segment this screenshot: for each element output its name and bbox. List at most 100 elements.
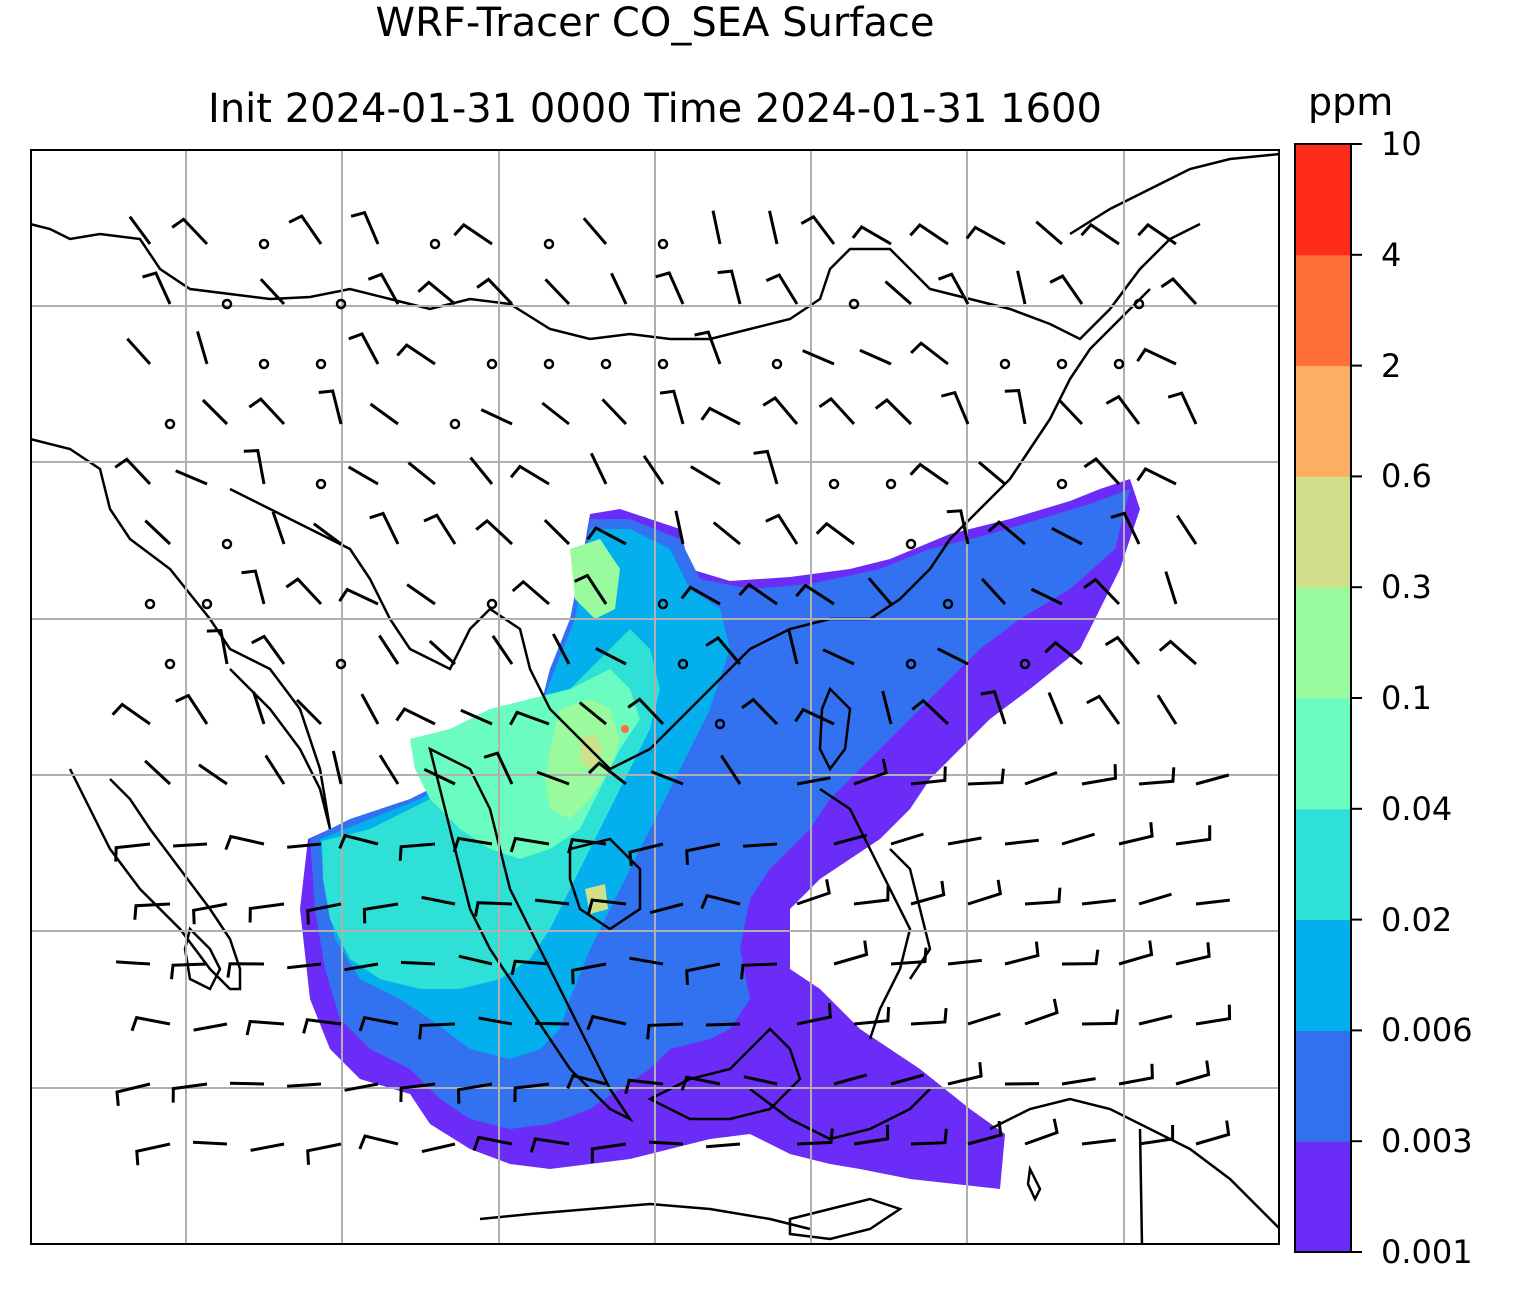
colorbar-tick-label: 0.3 [1381,568,1432,607]
wind-barb [833,833,868,846]
wind-barb [428,639,457,666]
wind-barb [423,767,456,786]
wind-barb [171,217,209,246]
wind-barb [1160,277,1198,306]
wind-barb [421,1142,456,1154]
colorbar-tick-label: 0.006 [1381,1011,1473,1050]
wind-barb [649,902,684,915]
wind-barb [659,389,685,425]
wind-barb [853,885,890,906]
wind-barb [287,842,322,849]
wind-barb [582,217,608,245]
colorbar-segment [1295,1141,1351,1253]
wind-barb [509,836,550,853]
wind-barb [566,1073,607,1090]
calm-wind-marker [677,658,689,670]
wind-barb [491,635,514,665]
wind-barb [1138,1125,1175,1146]
wind-barb [711,210,722,245]
wind-barb [395,707,436,726]
wind-barb [705,1142,741,1149]
calm-wind-marker [315,358,327,370]
wind-barb [243,449,266,485]
wind-barb [114,457,152,486]
wind-barb [509,464,550,486]
wind-barb [378,754,400,785]
wind-barb [977,461,1006,486]
colorbar-tick-label: 0.1 [1381,679,1432,717]
calm-wind-marker [999,358,1011,370]
wind-barb [720,754,742,785]
wind-barb [655,271,685,305]
calm-wind-marker [221,538,233,550]
wind-barb [476,277,514,306]
wind-barb [128,215,152,245]
wind-barb [610,272,628,305]
calm-wind-marker [600,358,612,370]
wind-barb [295,698,323,726]
wind-barb [967,1120,1003,1146]
wind-barb [717,269,742,305]
calm-wind-marker [1056,358,1068,370]
wind-barb [685,842,721,865]
wind-barb [967,768,1005,786]
wind-barb [483,751,514,785]
wind-barb [306,1142,342,1165]
wind-barb [348,332,380,365]
wind-barb [529,1137,570,1153]
wind-barb [192,902,228,925]
wind-barb [796,1003,832,1026]
wind-barb [795,583,835,606]
colorbar-segment [1295,808,1351,921]
gridlines [30,149,1280,1245]
wind-barb [890,1073,925,1086]
wind-barb [114,842,151,862]
wind-barb [853,1124,890,1146]
wind-barb [192,1140,228,1146]
wind-barb [250,1142,285,1152]
wind-barb [288,214,323,245]
wind-barb [480,408,513,426]
wind-barb [1061,949,1100,966]
wind-barb [1081,898,1116,906]
wind-barb [399,1082,436,1103]
wind-barb [126,337,152,366]
wind-barb [1080,222,1120,246]
wind-barb [1047,692,1064,725]
wind-barb [967,879,1003,906]
wind-barb [910,1007,948,1026]
calm-wind-marker [258,358,270,370]
wind-barb [936,647,969,666]
wind-barb [360,693,380,725]
wind-barb [700,406,741,426]
wind-barb [367,272,400,305]
wind-barb [423,513,457,545]
calm-wind-marker [848,298,860,310]
wind-barb [1105,394,1141,425]
wind-barb [911,698,950,726]
wind-barb [980,690,1007,725]
title-line-2: Init 2024-01-31 0000 Time 2024-01-31 160… [208,86,1102,132]
colorbar-ticks [1351,143,1362,1253]
wind-barb [1004,389,1027,425]
calm-wind-marker [429,238,441,250]
calm-wind-marker [221,298,233,310]
wind-barb [1175,825,1212,846]
colorbar-tick-label: 10 [1381,125,1422,163]
wind-barb [338,833,379,849]
wind-barb [469,456,494,485]
wind-barb [705,1022,741,1027]
wind-barb [674,510,685,545]
colorbar-segment [1295,365,1351,477]
wind-barb [248,902,285,923]
calm-wind-marker [315,478,327,490]
wind-barb [685,962,721,985]
wind-barb [937,272,970,305]
wind-barb [115,1082,151,1107]
wind-barb [1030,587,1063,606]
wind-barb [474,901,513,917]
wind-barb [980,577,1007,606]
calm-wind-marker [1113,358,1125,370]
wind-barb [1035,220,1063,246]
wind-barb [859,348,892,366]
